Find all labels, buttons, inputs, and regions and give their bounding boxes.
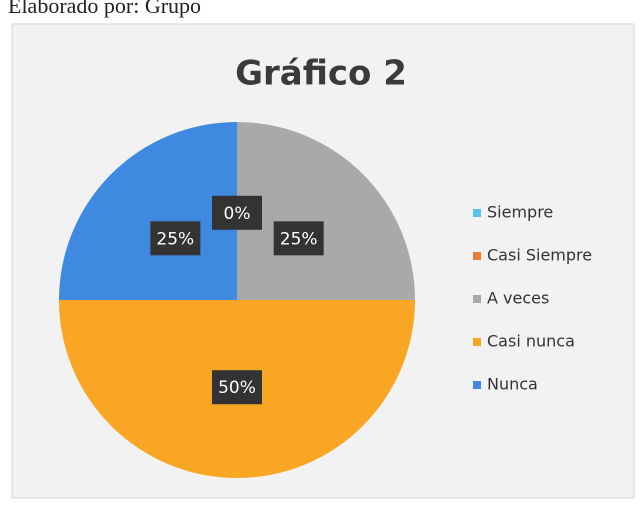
legend-label: Casi Siempre xyxy=(487,246,592,265)
legend-label: Nunca xyxy=(487,375,538,394)
legend-swatch xyxy=(473,209,481,217)
caption: Elaborado por: Grupo xyxy=(8,0,201,18)
chart-title: Gráfico 2 xyxy=(235,54,407,94)
data-label-box xyxy=(212,195,262,230)
pie-slice xyxy=(237,122,415,300)
pie-slice xyxy=(59,122,237,300)
data-label-box xyxy=(212,370,262,405)
legend-label: Casi nunca xyxy=(487,332,575,351)
data-label: 50% xyxy=(218,378,256,398)
data-label-box xyxy=(150,221,201,256)
legend-swatch xyxy=(473,252,481,260)
data-label-box xyxy=(273,221,324,256)
legend-label: Siempre xyxy=(487,203,553,222)
legend-swatch xyxy=(473,338,481,346)
legend-label: A veces xyxy=(487,289,549,308)
data-label: 25% xyxy=(156,229,194,249)
legend-swatch xyxy=(473,295,481,303)
data-label: 0% xyxy=(224,204,251,224)
data-label: 25% xyxy=(280,229,318,249)
legend-swatch xyxy=(473,381,481,389)
